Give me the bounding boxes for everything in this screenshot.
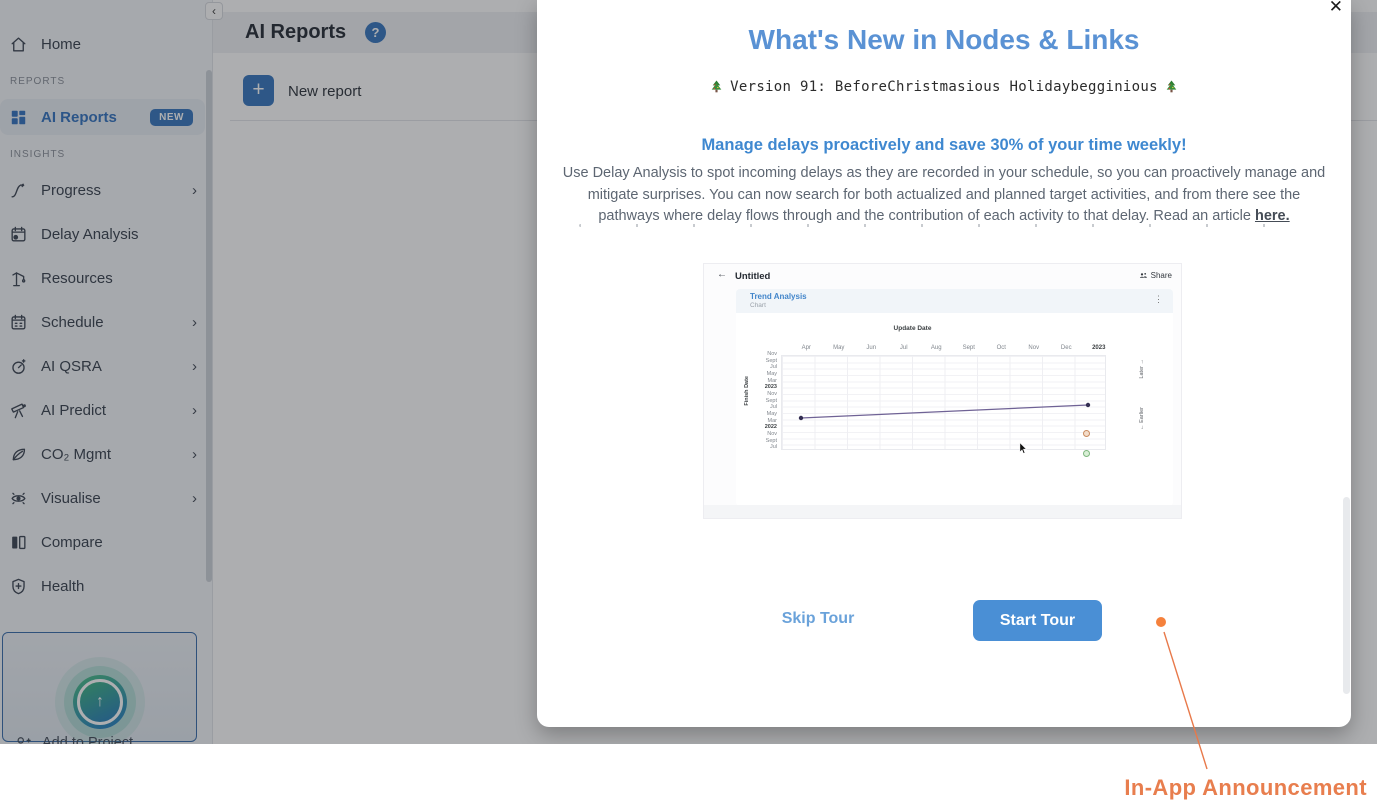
feature-screenshot: ← Untitled Share Trend Analysis Chart ⋮ … — [703, 263, 1182, 519]
sidebar-item-label: Delay Analysis — [41, 225, 139, 243]
kebab-menu-icon: ⋮ — [1154, 294, 1163, 304]
earlier-axis-label: ← Earlier — [1139, 407, 1145, 430]
sidebar-item-ai-reports[interactable]: AI Reports NEW — [0, 99, 205, 135]
sidebar-item-resources[interactable]: Resources — [0, 260, 213, 296]
card-header: Trend Analysis Chart ⋮ — [736, 289, 1173, 313]
chart-ylabel: Finish Date — [744, 376, 750, 406]
upload-dropzone[interactable]: ↑ — [2, 632, 197, 742]
annotation-label: In-App Announcement — [1124, 775, 1367, 800]
screenshot-footer — [704, 505, 1181, 518]
back-arrow-icon: ← — [717, 269, 727, 280]
upload-icon: ↑ — [73, 675, 127, 729]
app-region: Home REPORTS AI Reports NEW INSIGHTS Pro… — [0, 0, 1377, 744]
here-link[interactable]: here. — [1254, 208, 1290, 224]
sidebar-item-label: Visualise — [41, 489, 101, 507]
page-title: AI Reports — [245, 21, 347, 43]
sidebar: Home REPORTS AI Reports NEW INSIGHTS Pro… — [0, 0, 213, 744]
version-line: Version 91: BeforeChristmasious Holidayb… — [537, 79, 1351, 95]
sidebar-item-label: AI Reports — [41, 108, 117, 126]
calendar-alert-icon — [9, 225, 28, 244]
chevron-right-icon: › — [192, 181, 197, 199]
shield-plus-icon — [9, 577, 28, 596]
sidebar-item-label: Health — [41, 577, 85, 595]
sidebar-item-label: Home — [41, 35, 82, 53]
paragraph-text: Use Delay Analysis to spot incoming dela… — [562, 165, 1326, 224]
new-report-button[interactable]: + — [243, 75, 274, 106]
add-to-project-label: Add to Project — [42, 735, 134, 744]
sidebar-scrollbar[interactable] — [206, 70, 212, 582]
sidebar-section-insights: INSIGHTS — [10, 149, 66, 160]
sidebar-item-label: AI QSRA — [41, 357, 102, 375]
trend-line — [798, 402, 1091, 421]
sidebar-item-ai-qsra[interactable]: AI QSRA › — [0, 348, 213, 384]
sidebar-item-label: AI Predict — [41, 401, 107, 419]
chart-y-labels: Nov Sept Jul May Mar 2023 Nov Sept Jul May Mar 2022… — [764, 351, 777, 451]
chart-x-labels: Apr May Jun Jul Aug Sept Oct Nov Dec 2023 — [801, 345, 1106, 351]
version-text: Version 91: BeforeChristmasious Holidayb… — [730, 79, 1158, 95]
modal-paragraph: Use Delay Analysis to spot incoming dela… — [562, 163, 1326, 228]
add-person-icon — [17, 737, 31, 744]
sidebar-item-label: Progress — [41, 181, 102, 199]
sidebar-item-label: Schedule — [41, 313, 104, 331]
sidebar-item-label: Compare — [41, 533, 103, 551]
s-curve-icon — [9, 181, 28, 200]
sidebar-item-schedule[interactable]: Schedule › — [0, 304, 213, 340]
sidebar-item-visualise[interactable]: Visualise › — [0, 480, 213, 516]
grid-icon — [9, 108, 28, 127]
chart-title: Update Date — [893, 325, 932, 332]
sidebar-item-label: CO₂ Mgmt — [41, 445, 111, 463]
chart-plot-area — [781, 355, 1106, 450]
modal-subtitle: Manage delays proactively and save 30% o… — [701, 136, 1187, 154]
sidebar-section-reports: REPORTS — [10, 76, 66, 87]
chevron-right-icon: › — [192, 445, 197, 463]
home-icon — [9, 35, 28, 54]
screenshot-doc-title: Untitled — [735, 271, 771, 282]
telescope-icon — [9, 401, 28, 420]
sidebar-collapse-button[interactable]: ‹ — [205, 2, 223, 20]
sidebar-item-health[interactable]: Health — [0, 568, 213, 604]
christmas-tree-icon — [1166, 80, 1177, 92]
help-icon[interactable]: ? — [365, 22, 386, 43]
chevron-left-icon: ‹ — [212, 4, 216, 18]
gauge-icon — [9, 357, 28, 376]
whats-new-modal: ✕ What's New in Nodes & Links Version 91… — [537, 0, 1351, 727]
chevron-right-icon: › — [192, 401, 197, 419]
start-tour-button[interactable]: Start Tour — [973, 600, 1102, 641]
sidebar-item-label: Resources — [41, 269, 113, 287]
chevron-right-icon: › — [192, 313, 197, 331]
sidebar-item-ai-predict[interactable]: AI Predict › — [0, 392, 213, 428]
new-report-label[interactable]: New report — [288, 83, 362, 100]
card-title: Trend Analysis — [750, 292, 807, 301]
card-subtitle: Chart — [750, 302, 766, 309]
skip-tour-button[interactable]: Skip Tour — [781, 610, 855, 627]
sidebar-item-home[interactable]: Home — [0, 26, 213, 62]
share-button: Share — [1139, 271, 1172, 280]
christmas-tree-icon — [711, 80, 722, 92]
sidebar-item-co2-mgmt[interactable]: CO₂ Mgmt › — [0, 436, 213, 472]
share-icon — [1139, 272, 1147, 278]
sidebar-item-progress[interactable]: Progress › — [0, 172, 213, 208]
chevron-right-icon: › — [192, 489, 197, 507]
chevron-right-icon: › — [192, 357, 197, 375]
crane-icon — [9, 269, 28, 288]
close-icon[interactable]: ✕ — [1328, 0, 1343, 16]
add-to-project-button[interactable]: Add to Project — [14, 734, 133, 744]
up-arrow-icon: ↑ — [96, 693, 104, 710]
eye-icon — [9, 489, 28, 508]
sidebar-item-delay-analysis[interactable]: Delay Analysis — [0, 216, 213, 252]
modal-scrollbar[interactable] — [1343, 497, 1350, 694]
hand-cursor-orange-icon — [1083, 430, 1090, 437]
sidebar-item-compare[interactable]: Compare — [0, 524, 213, 560]
new-badge: NEW — [150, 108, 193, 126]
mouse-cursor-icon — [1019, 442, 1028, 454]
compare-panels-icon — [9, 533, 28, 552]
hand-cursor-green-icon — [1083, 450, 1090, 457]
modal-title: What's New in Nodes & Links — [748, 24, 1140, 55]
calendar-icon — [9, 313, 28, 332]
leaf-icon — [9, 445, 28, 464]
clipped-text-fragments — [579, 224, 1309, 227]
later-axis-label: Later → — [1139, 359, 1145, 379]
